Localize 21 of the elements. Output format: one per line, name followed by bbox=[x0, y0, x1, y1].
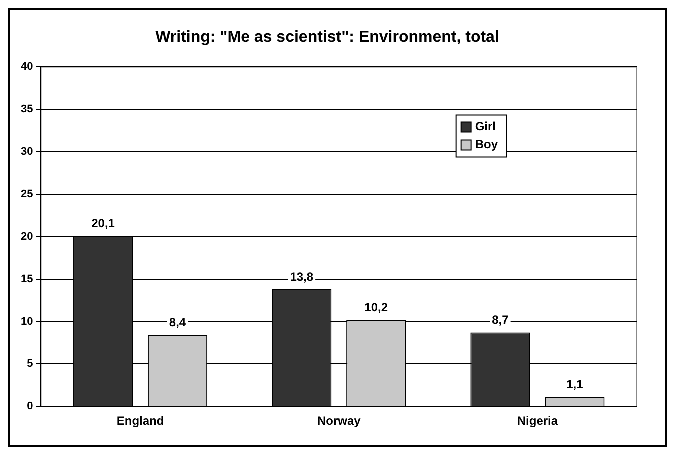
data-label: 8,4 bbox=[169, 316, 186, 330]
y-tick-label: 40 bbox=[20, 61, 34, 74]
y-tick-label: 25 bbox=[20, 188, 34, 201]
y-tick-label: 5 bbox=[27, 358, 34, 370]
data-label: 13,8 bbox=[290, 270, 314, 284]
x-tick-label: England bbox=[116, 414, 164, 428]
y-tick-label: 20 bbox=[20, 230, 34, 243]
data-label: 20,1 bbox=[92, 216, 116, 230]
legend-label: Girl bbox=[475, 120, 496, 134]
y-tick-label: 30 bbox=[20, 146, 34, 158]
y-tick-label: 35 bbox=[20, 104, 34, 116]
y-tick-label: 0 bbox=[27, 400, 34, 413]
data-label: 8,7 bbox=[492, 313, 510, 328]
data-label: 1,1 bbox=[566, 378, 584, 392]
legend-label: Boy bbox=[475, 138, 498, 152]
x-tick-label: Nigeria bbox=[517, 414, 558, 428]
x-tick-label: Norway bbox=[317, 414, 362, 428]
y-tick-label: 10 bbox=[20, 316, 34, 328]
chart-title: Writing: "Me as scientist": Environment, total bbox=[156, 29, 500, 46]
y-tick-label: 15 bbox=[20, 273, 34, 286]
data-label: 10,2 bbox=[364, 300, 388, 314]
